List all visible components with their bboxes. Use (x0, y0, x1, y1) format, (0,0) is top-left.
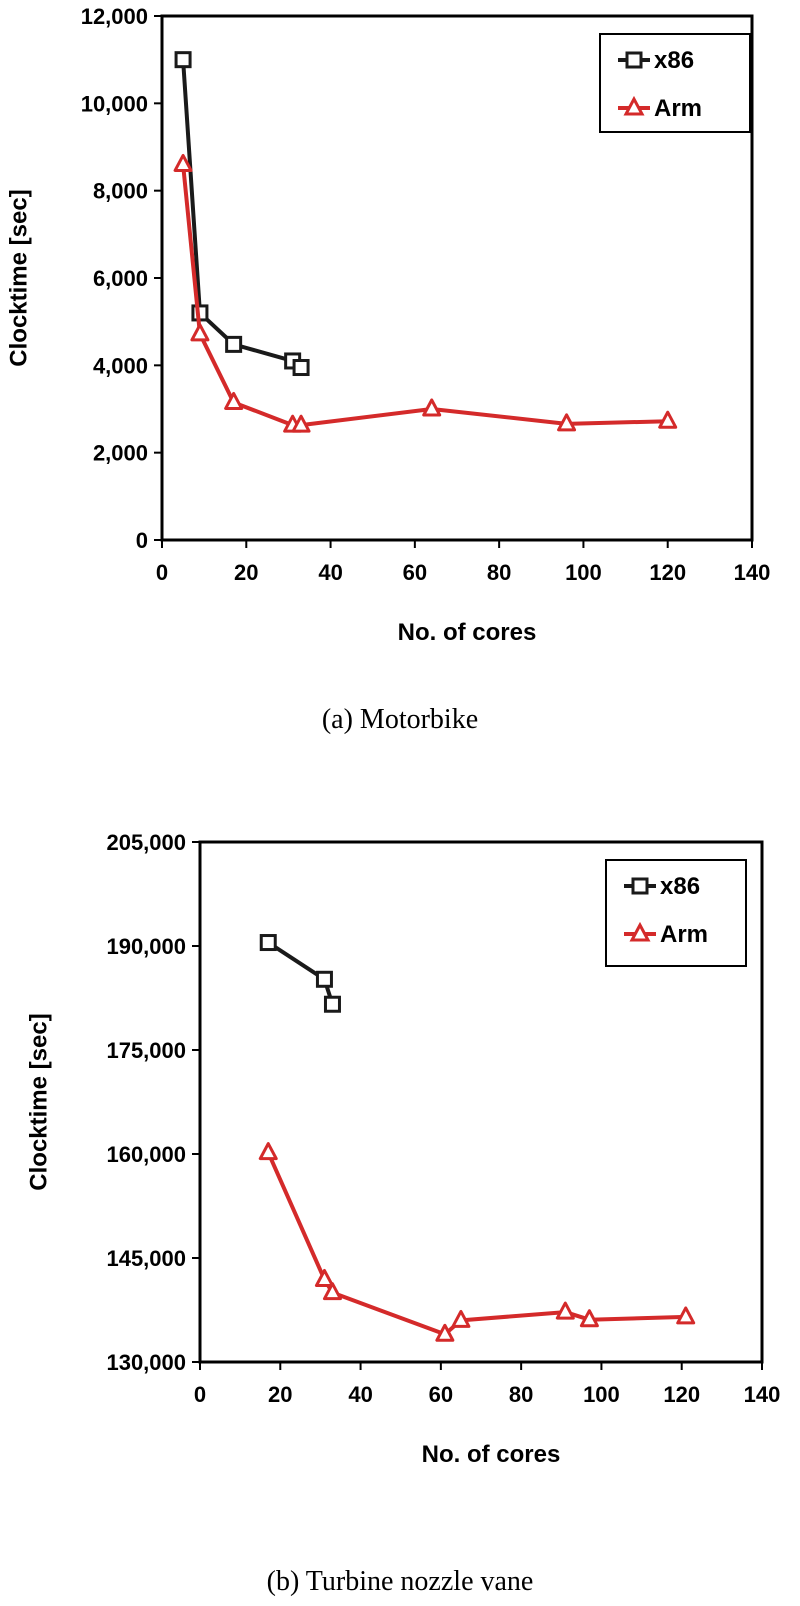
data-point-x86 (323, 995, 341, 1013)
legend-marker-x86 (631, 877, 649, 895)
y-tick-label: 160,000 (106, 1142, 186, 1167)
y-tick-label: 190,000 (106, 934, 186, 959)
data-point-arm (451, 1309, 471, 1328)
y-tick-label: 130,000 (106, 1350, 186, 1375)
x-tick-label: 60 (403, 560, 427, 585)
chart-motorbike: 0 2,000 4,000 6,000 8,000 10,000 12,000 0 20 40 6… (5, 4, 770, 735)
y-tick-label: 205,000 (106, 830, 186, 855)
y-tick-label: 4,000 (93, 353, 148, 378)
x-tick-label: 80 (487, 560, 511, 585)
data-point-x86 (174, 51, 192, 69)
data-point-arm (258, 1142, 278, 1161)
y-tick-label: 6,000 (93, 266, 148, 291)
data-point-arm (322, 1282, 342, 1301)
data-point-arm (173, 153, 193, 172)
legend: x86 Arm (605, 859, 747, 967)
data-point-x86 (225, 335, 243, 353)
x-tick-label: 0 (194, 1382, 206, 1407)
y-tick-label: 8,000 (93, 179, 148, 204)
y-axis-title: Clocktime [sec] (25, 1013, 52, 1190)
data-point-arm (422, 398, 442, 417)
data-point-x86 (259, 934, 277, 952)
data-point-arm (555, 1301, 575, 1320)
data-point-arm (291, 414, 311, 433)
x-tick-label: 80 (509, 1382, 533, 1407)
legend-label-x86: x86 (654, 47, 694, 74)
x-tick-label: 120 (649, 560, 686, 585)
x-axis-title: No. of cores (398, 619, 537, 646)
figure-caption: (b) Turbine nozzle vane (267, 1566, 534, 1597)
x-tick-label: 120 (663, 1382, 700, 1407)
x-tick-label: 40 (318, 560, 342, 585)
y-tick-label: 145,000 (106, 1246, 186, 1271)
legend-label-x86: x86 (660, 873, 700, 900)
data-point-x86 (315, 970, 333, 988)
data-point-arm (314, 1268, 334, 1287)
data-point-x86 (292, 359, 310, 377)
legend: x86 Arm (599, 33, 751, 133)
y-tick-label: 12,000 (81, 4, 148, 29)
data-point-arm (557, 413, 577, 432)
x-tick-label: 40 (348, 1382, 372, 1407)
data-point-arm (676, 1306, 696, 1325)
plot-area-frame (198, 840, 764, 1364)
data-point-arm (579, 1309, 599, 1328)
legend-box (599, 33, 751, 133)
x-tick-label: 20 (234, 560, 258, 585)
legend-marker-arm (623, 95, 645, 116)
legend-marker-arm (629, 921, 651, 942)
data-point-arm (658, 410, 678, 429)
x-tick-label: 20 (268, 1382, 292, 1407)
figure-caption: (a) Motorbike (322, 704, 478, 735)
y-tick-label: 2,000 (93, 441, 148, 466)
chart-turbine-nozzle-vane: 130,000 145,000 160,000 175,000 190,000 205,0… (25, 830, 780, 1597)
legend-marker-x86 (625, 51, 643, 69)
y-tick-label: 0 (136, 528, 148, 553)
y-tick-label: 10,000 (81, 91, 148, 116)
x-tick-label: 140 (734, 560, 771, 585)
data-point-arm (190, 323, 210, 342)
data-point-arm (435, 1323, 455, 1342)
y-tick-label: 175,000 (106, 1038, 186, 1063)
legend-label-arm: Arm (654, 95, 702, 122)
legend-label-arm: Arm (660, 921, 708, 948)
x-tick-label: 100 (565, 560, 602, 585)
x-tick-label: 0 (156, 560, 168, 585)
legend-box (605, 859, 747, 967)
y-axis-title: Clocktime [sec] (5, 189, 32, 366)
x-axis-title: No. of cores (422, 1441, 561, 1468)
x-tick-label: 60 (429, 1382, 453, 1407)
x-tick-label: 140 (744, 1382, 781, 1407)
data-point-arm (224, 391, 244, 410)
x-tick-label: 100 (583, 1382, 620, 1407)
